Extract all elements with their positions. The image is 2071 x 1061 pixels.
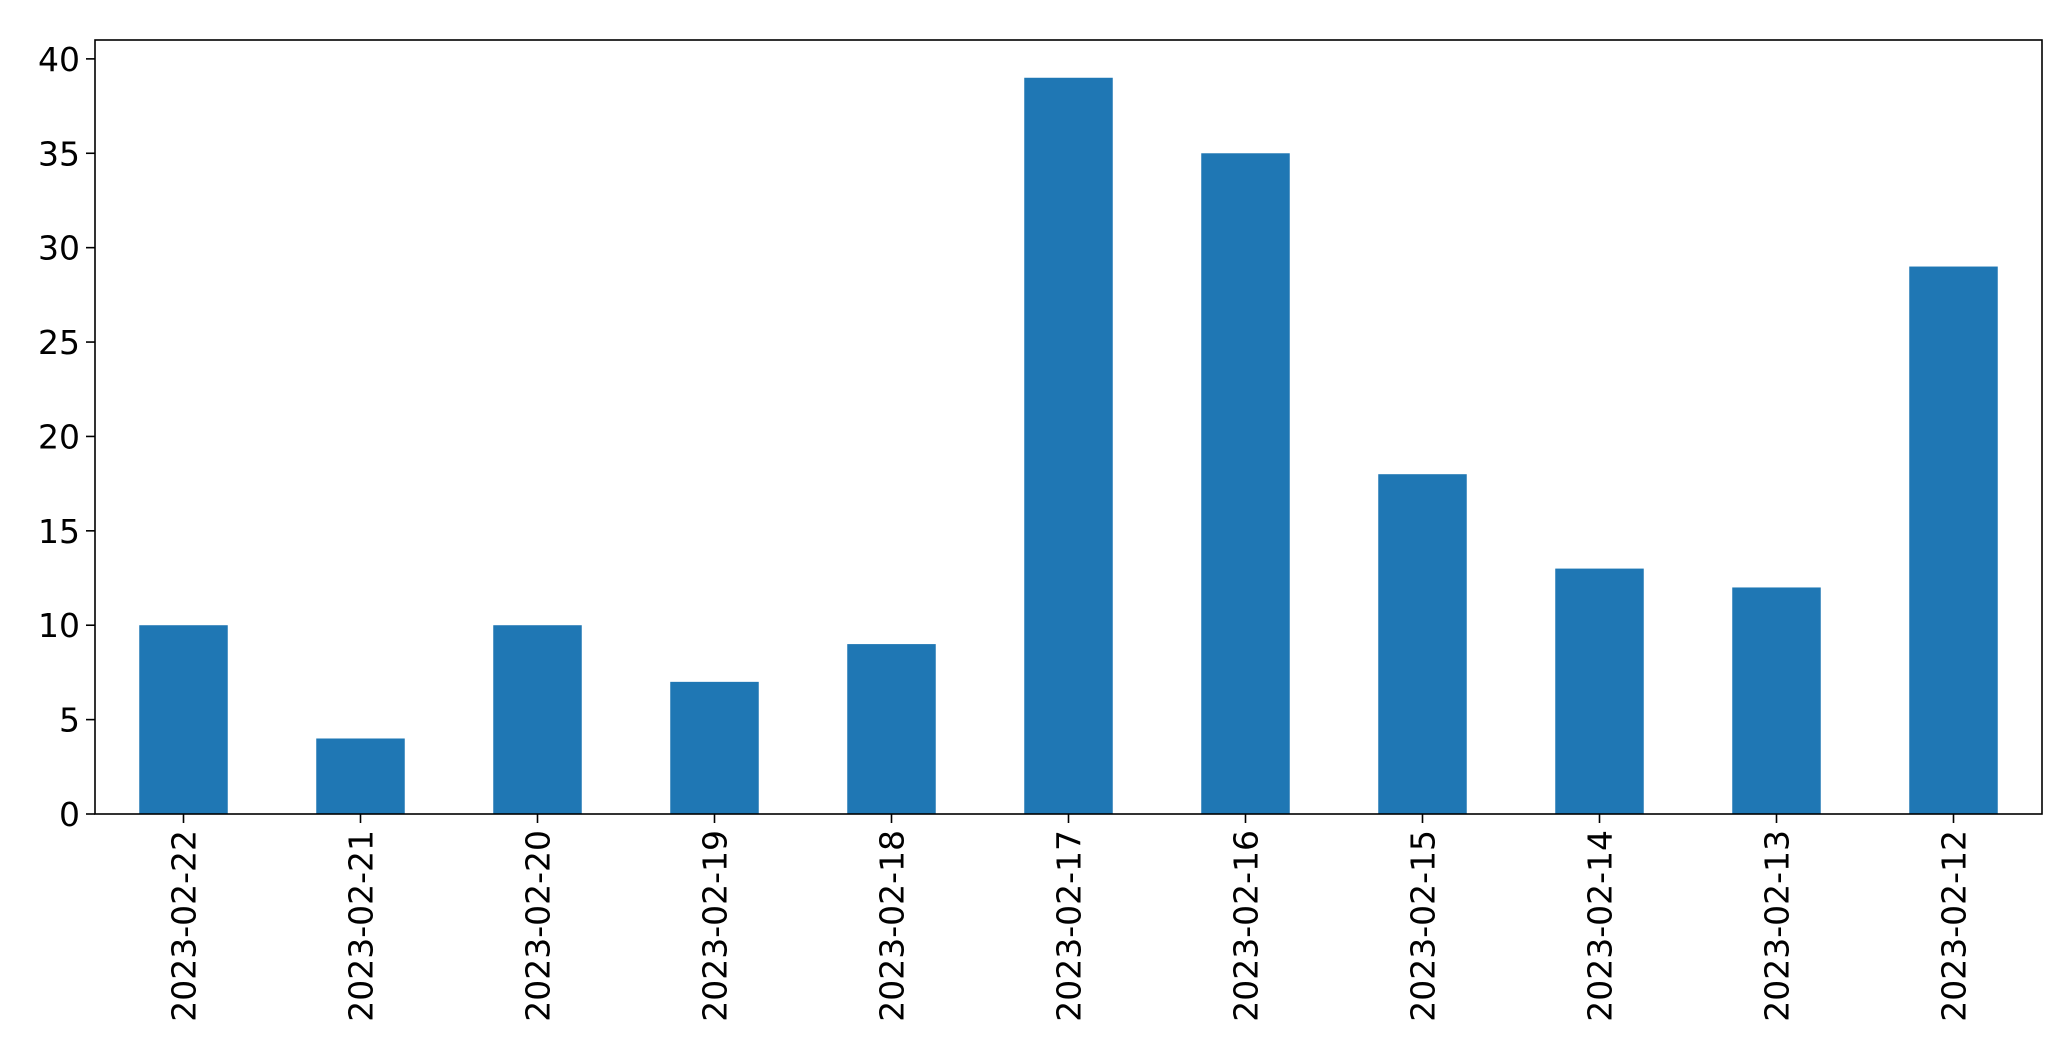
bar-2023-02-22 bbox=[139, 625, 228, 814]
x-tick-label-2023-02-15: 2023-02-15 bbox=[1404, 830, 1443, 1022]
bars-group bbox=[139, 77, 1998, 814]
y-tick-label: 35 bbox=[38, 134, 80, 173]
x-tick-label-2023-02-12: 2023-02-12 bbox=[1935, 830, 1974, 1022]
y-tick-label: 25 bbox=[38, 323, 80, 362]
bar-2023-02-12 bbox=[1909, 266, 1998, 814]
y-tick-label: 40 bbox=[38, 40, 80, 79]
x-tick-label-2023-02-17: 2023-02-17 bbox=[1050, 830, 1089, 1022]
y-tick-label: 5 bbox=[59, 701, 80, 740]
x-tick-label-2023-02-19: 2023-02-19 bbox=[696, 830, 735, 1022]
x-tick-label-2023-02-14: 2023-02-14 bbox=[1581, 830, 1620, 1022]
bar-2023-02-16 bbox=[1201, 153, 1290, 814]
x-tick-label-2023-02-18: 2023-02-18 bbox=[873, 830, 912, 1022]
x-tick-label-2023-02-22: 2023-02-22 bbox=[165, 830, 204, 1022]
x-axis: 2023-02-22 2023-02-21 2023-02-20 2023-02-19… bbox=[165, 814, 1974, 1022]
bar-2023-02-17 bbox=[1024, 77, 1113, 814]
y-tick-label: 10 bbox=[38, 606, 80, 645]
x-tick-label-2023-02-13: 2023-02-13 bbox=[1758, 830, 1797, 1022]
y-tick-label: 0 bbox=[59, 795, 80, 834]
y-tick-label: 30 bbox=[38, 229, 80, 268]
bar-2023-02-13 bbox=[1732, 587, 1821, 814]
y-axis: 0 5 10 15 20 25 30 35 40 bbox=[38, 40, 95, 834]
bar-2023-02-19 bbox=[670, 681, 759, 814]
bar-2023-02-20 bbox=[493, 625, 582, 814]
bar-2023-02-15 bbox=[1378, 474, 1467, 814]
y-tick-label: 20 bbox=[38, 417, 80, 456]
x-tick-label-2023-02-21: 2023-02-21 bbox=[342, 830, 381, 1022]
bar-2023-02-18 bbox=[847, 644, 936, 814]
bar-2023-02-14 bbox=[1555, 568, 1644, 814]
y-tick-label: 15 bbox=[38, 512, 80, 551]
x-tick-label-2023-02-20: 2023-02-20 bbox=[519, 830, 558, 1022]
bar-2023-02-21 bbox=[316, 738, 405, 814]
x-tick-label-2023-02-16: 2023-02-16 bbox=[1227, 830, 1266, 1022]
